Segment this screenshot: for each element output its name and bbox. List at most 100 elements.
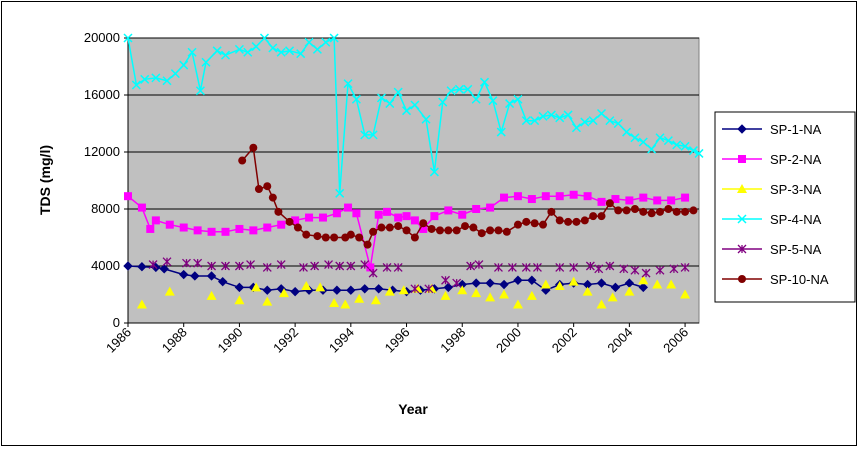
marker <box>179 60 189 70</box>
marker <box>274 207 283 216</box>
y-tick-label: 8000 <box>91 201 120 216</box>
marker <box>655 265 665 275</box>
marker <box>527 275 537 285</box>
marker <box>513 220 522 229</box>
marker <box>321 37 331 47</box>
marker <box>630 265 640 275</box>
legend-marker <box>737 244 747 254</box>
marker <box>569 262 579 272</box>
marker <box>346 261 356 271</box>
marker <box>454 84 464 94</box>
y-tick-label: 20000 <box>84 30 120 45</box>
marker <box>190 271 200 281</box>
marker <box>285 217 294 226</box>
legend-label: SP-5-NA <box>770 242 822 257</box>
marker <box>555 192 564 201</box>
x-axis-title: Year <box>398 401 428 417</box>
marker <box>461 222 470 231</box>
marker <box>610 282 621 293</box>
marker <box>340 299 351 309</box>
marker <box>486 226 495 235</box>
marker <box>554 280 565 290</box>
marker <box>263 182 272 191</box>
marker <box>368 130 378 140</box>
marker <box>124 192 132 201</box>
marker <box>681 193 690 202</box>
y-tick-label: 4000 <box>91 258 120 273</box>
marker <box>343 79 353 89</box>
marker <box>513 94 523 104</box>
marker <box>463 84 473 94</box>
marker <box>312 44 322 54</box>
marker <box>419 224 428 233</box>
marker <box>513 275 523 285</box>
marker <box>474 260 484 270</box>
marker <box>410 100 420 110</box>
legend-label: SP-4-NA <box>770 212 822 227</box>
y-tick-label: 12000 <box>84 144 120 159</box>
marker <box>485 292 496 302</box>
marker <box>471 278 481 288</box>
marker <box>583 192 592 201</box>
marker <box>664 205 673 213</box>
marker <box>502 227 511 236</box>
marker <box>568 276 579 286</box>
marker <box>424 284 434 294</box>
marker <box>496 127 506 137</box>
marker <box>374 210 383 219</box>
marker <box>438 97 448 107</box>
marker <box>243 47 253 57</box>
marker <box>638 275 649 285</box>
marker <box>360 260 370 270</box>
marker <box>493 262 503 272</box>
marker <box>187 47 197 57</box>
marker <box>614 206 623 215</box>
marker <box>666 279 677 289</box>
marker <box>170 69 180 79</box>
marker <box>344 203 353 212</box>
marker <box>547 207 556 216</box>
marker <box>597 212 606 221</box>
marker <box>589 212 598 221</box>
marker <box>363 240 372 249</box>
marker <box>123 261 133 271</box>
marker <box>539 220 548 229</box>
marker <box>299 262 308 272</box>
marker <box>402 212 411 221</box>
marker <box>680 141 690 151</box>
marker <box>494 226 503 235</box>
marker <box>249 226 258 235</box>
marker <box>452 278 462 288</box>
marker <box>641 268 651 278</box>
marker <box>123 33 133 43</box>
marker <box>611 195 620 204</box>
marker <box>346 230 355 239</box>
marker <box>370 295 381 305</box>
y-axis-title: TDS (mg/l) <box>37 145 53 215</box>
marker <box>262 285 272 295</box>
marker <box>639 207 648 216</box>
marker <box>596 299 607 309</box>
marker <box>485 278 495 288</box>
marker <box>234 295 245 305</box>
marker <box>513 192 522 201</box>
marker <box>394 222 403 231</box>
marker <box>596 278 607 288</box>
marker <box>137 262 147 272</box>
marker <box>410 284 420 294</box>
marker <box>458 210 467 219</box>
marker <box>313 232 322 241</box>
marker <box>572 217 581 226</box>
marker <box>259 33 270 43</box>
marker <box>435 226 444 235</box>
marker <box>653 196 662 205</box>
marker <box>162 76 172 86</box>
marker <box>532 262 542 272</box>
marker <box>639 193 648 202</box>
marker <box>688 146 698 156</box>
marker <box>302 230 311 239</box>
marker <box>146 224 155 233</box>
marker <box>182 258 191 268</box>
marker <box>619 264 629 274</box>
